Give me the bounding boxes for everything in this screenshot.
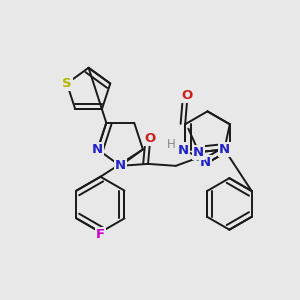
Text: S: S bbox=[62, 77, 72, 90]
Text: S: S bbox=[195, 152, 204, 164]
Text: N: N bbox=[200, 156, 211, 170]
Text: O: O bbox=[144, 132, 156, 145]
Text: N: N bbox=[193, 146, 204, 159]
Text: N: N bbox=[115, 159, 126, 172]
Text: H: H bbox=[167, 138, 176, 151]
Text: N: N bbox=[219, 143, 230, 156]
Text: F: F bbox=[96, 228, 105, 241]
Text: N: N bbox=[92, 143, 103, 156]
Text: O: O bbox=[182, 89, 193, 102]
Text: N: N bbox=[178, 143, 189, 157]
